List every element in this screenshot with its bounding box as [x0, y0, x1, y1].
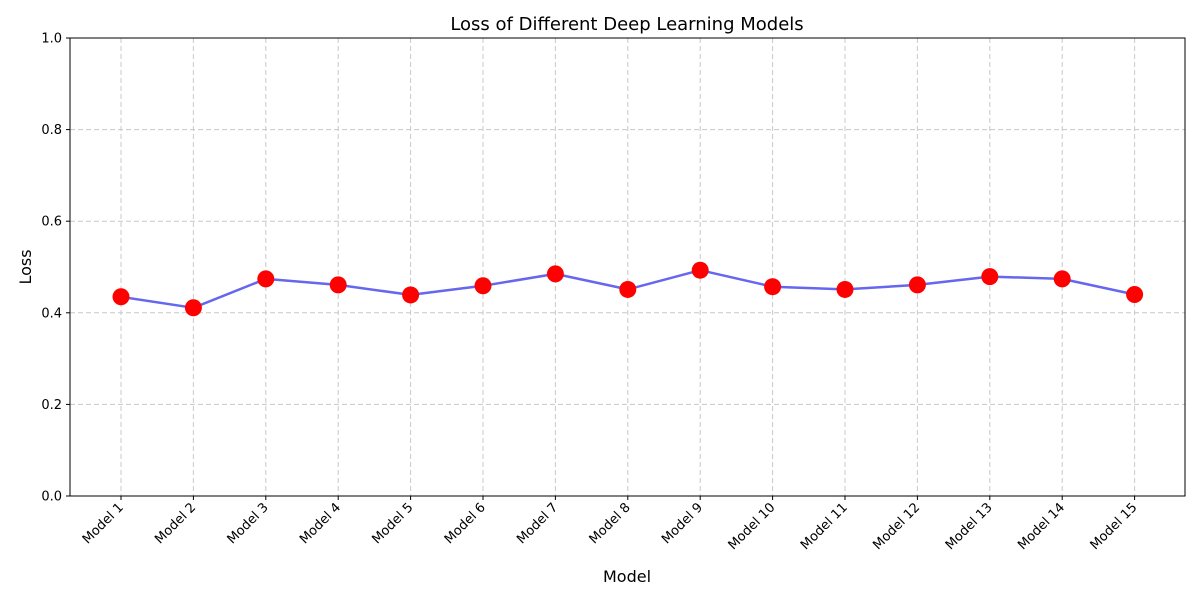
data-point-marker [981, 268, 999, 286]
data-point-marker [402, 286, 420, 304]
x-axis-label: Model [603, 567, 651, 586]
data-point-marker [546, 265, 564, 283]
data-point-marker [691, 261, 709, 279]
x-axis-ticks: Model 1 Model 2 Model 3 Model 4 Model 5 Model… [80, 496, 1141, 553]
x-tick-label: Model 3 [225, 500, 272, 547]
x-tick-label: Model 2 [152, 500, 199, 547]
x-tick-label: Model 10 [726, 500, 779, 553]
data-point-marker [764, 278, 782, 296]
x-tick-label: Model 8 [587, 500, 634, 547]
y-axis-label: Loss [16, 249, 35, 284]
y-tick-label: 0.0 [41, 490, 62, 505]
data-point-marker [474, 277, 492, 295]
data-point-marker [257, 270, 275, 288]
x-tick-label: Model 5 [369, 500, 416, 547]
x-tick-label: Model 9 [659, 500, 706, 547]
data-point-marker [908, 276, 926, 294]
y-tick-label: 0.4 [41, 306, 62, 321]
x-tick-label: Model 12 [870, 500, 923, 553]
y-tick-label: 0.2 [41, 398, 62, 413]
x-tick-label: Model 1 [80, 500, 127, 547]
data-point-marker [112, 288, 130, 306]
data-point-marker [619, 280, 637, 298]
x-tick-label: Model 14 [1015, 500, 1068, 553]
y-tick-label: 0.8 [41, 123, 62, 138]
data-point-marker [1126, 285, 1144, 303]
grid-layer [70, 38, 1185, 496]
x-tick-label: Model 6 [442, 500, 489, 547]
data-point-marker [184, 299, 202, 317]
x-tick-label: Model 11 [798, 500, 851, 553]
data-point-marker [1053, 270, 1071, 288]
x-tick-label: Model 15 [1088, 500, 1141, 553]
marker-layer [112, 261, 1144, 317]
x-tick-label: Model 4 [297, 500, 344, 547]
x-tick-label: Model 7 [514, 500, 561, 547]
y-axis-ticks: 0.0 0.2 0.4 0.6 0.8 1.0 [41, 32, 70, 505]
x-tick-label: Model 13 [943, 500, 996, 553]
data-point-marker [329, 276, 347, 294]
data-point-marker [836, 280, 854, 298]
y-tick-label: 0.6 [41, 215, 62, 230]
y-tick-label: 1.0 [41, 32, 62, 47]
chart-title: Loss of Different Deep Learning Models [450, 14, 803, 35]
